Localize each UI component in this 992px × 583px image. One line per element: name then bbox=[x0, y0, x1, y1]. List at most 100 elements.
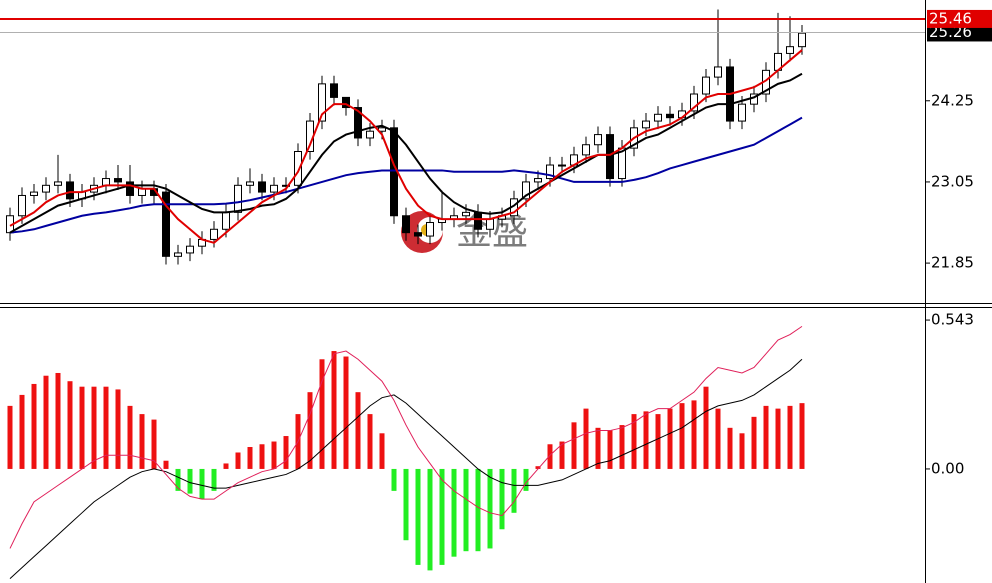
macd-bar bbox=[727, 427, 733, 469]
line bbox=[9, 116, 803, 234]
candle-body bbox=[702, 76, 710, 95]
macd-bar bbox=[643, 411, 649, 469]
price-label: 25.46 bbox=[929, 9, 972, 27]
logo bbox=[401, 211, 443, 253]
macd-bar bbox=[367, 414, 373, 469]
macd-bar bbox=[79, 386, 85, 469]
macd-bar bbox=[307, 392, 313, 469]
candle-body bbox=[54, 181, 62, 186]
macd-bar bbox=[223, 463, 229, 469]
y-tick-label: 21.85 bbox=[931, 254, 974, 272]
macd-bar bbox=[523, 468, 529, 491]
price-label-box bbox=[927, 23, 992, 42]
candle-body bbox=[174, 252, 182, 257]
macd-bar bbox=[151, 419, 157, 469]
macd-bar bbox=[619, 425, 625, 469]
macd-bar bbox=[511, 468, 517, 513]
macd-bar bbox=[571, 422, 577, 469]
y-tick-label: 0.543 bbox=[931, 311, 974, 329]
macd-bar bbox=[787, 405, 793, 469]
macd-bar bbox=[439, 468, 445, 565]
candle-body bbox=[234, 184, 242, 213]
macd-bar bbox=[487, 468, 493, 549]
line bbox=[9, 72, 803, 234]
candle-body bbox=[486, 218, 494, 230]
macd-bar bbox=[607, 430, 613, 469]
macd-bar bbox=[715, 408, 721, 469]
candle-body bbox=[690, 93, 698, 112]
macd-bar bbox=[91, 386, 97, 469]
macd-bar bbox=[7, 405, 13, 469]
macd-bar bbox=[535, 466, 541, 469]
candle-body bbox=[18, 194, 26, 217]
y-tick-label: 24.25 bbox=[931, 91, 974, 109]
macd-bar bbox=[739, 433, 745, 469]
macd-bar bbox=[175, 468, 181, 491]
macd-bar bbox=[355, 392, 361, 469]
macd-bar bbox=[463, 468, 469, 552]
macd-bar bbox=[679, 403, 685, 469]
macd-bar bbox=[763, 405, 769, 469]
macd-bar bbox=[703, 386, 709, 469]
macd-bar bbox=[199, 468, 205, 500]
macd-bar bbox=[559, 441, 565, 469]
candle-body bbox=[246, 181, 254, 186]
macd-bar bbox=[427, 468, 433, 571]
candle-body bbox=[738, 103, 746, 122]
candle-body bbox=[546, 164, 554, 180]
macd-bar bbox=[187, 468, 193, 494]
macd-bar bbox=[475, 468, 481, 552]
macd-bar bbox=[415, 468, 421, 565]
macd-bar bbox=[331, 351, 337, 469]
candle-body bbox=[42, 184, 50, 193]
macd-bar bbox=[583, 408, 589, 469]
macd-bar bbox=[235, 452, 241, 469]
macd-bar bbox=[775, 408, 781, 469]
candle-body bbox=[402, 215, 410, 234]
macd-bar bbox=[595, 427, 601, 469]
candle-body bbox=[426, 222, 434, 237]
macd-bar bbox=[655, 414, 661, 469]
line bbox=[9, 325, 803, 549]
candle-body bbox=[222, 211, 230, 230]
candle-body bbox=[606, 134, 614, 180]
candle-body bbox=[330, 83, 338, 98]
candle-body bbox=[714, 66, 722, 78]
candle-body bbox=[270, 184, 278, 193]
macd-bar bbox=[55, 372, 61, 469]
macd-bar bbox=[343, 356, 349, 469]
candle-body bbox=[342, 96, 350, 109]
candle-body bbox=[66, 181, 74, 200]
candle-body bbox=[654, 113, 662, 122]
y-tick-label: 0.00 bbox=[931, 459, 964, 477]
macd-bar bbox=[667, 408, 673, 469]
macd-bar bbox=[391, 468, 397, 491]
candle-body bbox=[282, 184, 290, 187]
macd-bar bbox=[259, 444, 265, 469]
candle-body bbox=[318, 83, 326, 122]
candle-body bbox=[642, 120, 650, 129]
candle-body bbox=[786, 46, 794, 54]
candle-body bbox=[534, 178, 542, 183]
macd-bar bbox=[631, 414, 637, 469]
macd-bar bbox=[451, 468, 457, 557]
candle-body bbox=[798, 32, 806, 48]
macd-bar bbox=[283, 436, 289, 469]
macd-bar bbox=[211, 468, 217, 491]
macd-bar bbox=[547, 444, 553, 469]
macd-bar bbox=[691, 400, 697, 469]
candle-body bbox=[138, 188, 146, 196]
macd-bar bbox=[751, 416, 757, 469]
candle-body bbox=[522, 181, 530, 200]
candle-body bbox=[366, 130, 374, 139]
macd-bar bbox=[67, 381, 73, 469]
macd-bar bbox=[403, 468, 409, 541]
candle-body bbox=[126, 181, 134, 196]
line bbox=[9, 358, 803, 579]
candle-body bbox=[666, 113, 674, 119]
candle-body bbox=[114, 178, 122, 183]
macd-bar bbox=[103, 386, 109, 469]
